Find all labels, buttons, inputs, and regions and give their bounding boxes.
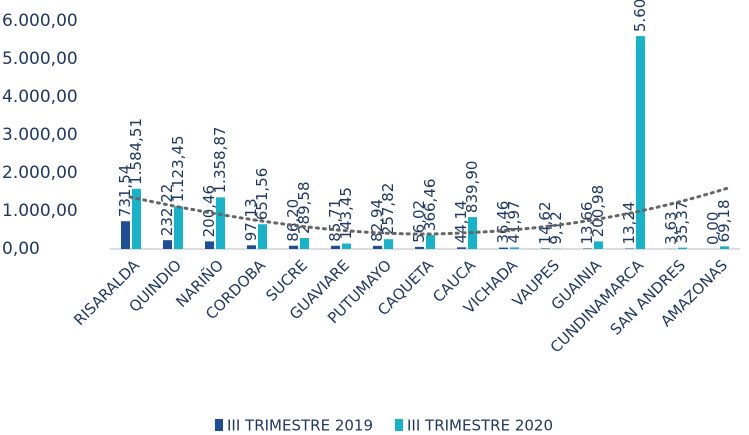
bar (594, 241, 603, 249)
value-label: 651,56 (253, 168, 271, 221)
value-label: 200,46 (200, 185, 218, 238)
value-label: 36,46 (494, 201, 512, 244)
bar (132, 188, 141, 249)
legend-label: III TRIMESTRE 2020 (407, 417, 553, 435)
bar (205, 241, 214, 249)
y-tick-label: 6.000,00 (2, 11, 78, 31)
y-tick-label: 2.000,00 (2, 163, 78, 183)
bar (373, 245, 382, 249)
y-tick-label: 0,00 (2, 239, 40, 259)
bar (415, 246, 424, 249)
value-label: 86,20 (284, 199, 302, 242)
bar (510, 247, 519, 249)
bar (174, 206, 183, 249)
bar (678, 247, 687, 249)
trendline (128, 186, 730, 236)
value-label: 9,12 (547, 211, 565, 244)
bar (426, 235, 435, 249)
value-label: 1.358,87 (211, 127, 229, 194)
value-label: 56,02 (410, 200, 428, 243)
bar (163, 240, 172, 249)
bar (636, 36, 645, 249)
bar (300, 237, 309, 249)
value-label: 69,18 (715, 199, 733, 242)
value-label: 5.602,21 (631, 0, 649, 32)
bar (720, 246, 729, 249)
bar (289, 245, 298, 249)
value-label: 13,66 (578, 202, 596, 245)
bar (216, 197, 225, 249)
value-label: 232,22 (158, 184, 176, 237)
bar (342, 243, 351, 249)
bar (247, 245, 256, 249)
value-label: 97,13 (242, 198, 260, 241)
legend-swatch (395, 419, 403, 431)
bar (331, 245, 340, 249)
x-tick-label: RISARALDA (70, 256, 143, 329)
value-label: 366,46 (421, 179, 439, 232)
value-label: 731,54 (116, 165, 134, 218)
bar (583, 248, 592, 249)
bar (457, 247, 466, 249)
value-label: 41,97 (505, 200, 523, 243)
value-label: 0,00 (704, 212, 722, 245)
value-label: 1.123,45 (169, 136, 187, 203)
bar (625, 248, 634, 249)
value-label: 14,62 (536, 201, 554, 244)
y-tick-label: 3.000,00 (2, 125, 78, 145)
y-tick-label: 5.000,00 (2, 49, 78, 69)
value-label: 200,98 (589, 185, 607, 238)
bar (258, 224, 267, 249)
value-label: 257,82 (379, 183, 397, 236)
bar (499, 247, 508, 249)
value-label: 3,63 (662, 211, 680, 244)
bar (121, 221, 130, 249)
bar (384, 239, 393, 249)
value-label: 1.584,51 (127, 118, 145, 185)
y-tick-label: 1.000,00 (2, 201, 78, 221)
y-tick-label: 4.000,00 (2, 87, 78, 107)
legend-swatch (215, 419, 223, 431)
value-label: 13,24 (620, 202, 638, 245)
value-label: 143,45 (337, 187, 355, 240)
value-label: 839,90 (463, 161, 481, 214)
value-label: 35,37 (673, 201, 691, 244)
bar (541, 248, 550, 249)
legend-label: III TRIMESTRE 2019 (227, 417, 373, 435)
value-label: 289,58 (295, 181, 313, 234)
